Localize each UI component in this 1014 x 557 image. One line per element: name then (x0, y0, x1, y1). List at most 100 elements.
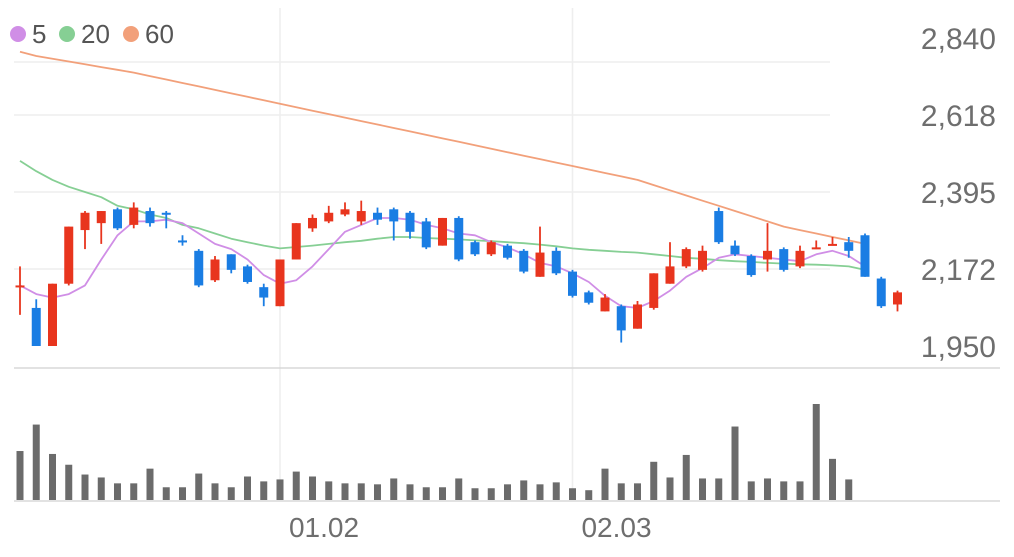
candle (714, 207, 724, 244)
candle (795, 245, 805, 269)
volume-bar (97, 477, 105, 500)
candle-body (616, 306, 626, 331)
candle-body (551, 250, 561, 274)
volume-bar (617, 483, 625, 500)
ma60-line (19, 50, 866, 245)
candle-body (828, 243, 837, 246)
candle-body (243, 266, 252, 282)
candle (178, 235, 187, 246)
candle (893, 290, 902, 312)
candle (373, 207, 382, 225)
candle (519, 249, 529, 274)
volume-bar (374, 484, 381, 500)
volume-bar (227, 487, 235, 500)
candle (649, 273, 659, 310)
volume-bar (764, 478, 771, 500)
candle (243, 264, 252, 284)
candle (844, 236, 854, 258)
candle (616, 304, 626, 343)
volume-bar (195, 473, 203, 500)
candle-body (129, 207, 139, 225)
candle (194, 249, 204, 288)
candle (470, 240, 480, 257)
candle-body (421, 221, 431, 248)
candle-body (291, 223, 301, 260)
candle (308, 214, 317, 232)
volume-bar (114, 483, 121, 500)
volume-bar (406, 484, 414, 500)
candle (324, 205, 334, 224)
candle (860, 233, 870, 277)
volume-bar (32, 424, 40, 500)
candle-body (844, 242, 854, 251)
candle (698, 245, 707, 272)
candle-body (568, 271, 577, 296)
candle (64, 226, 74, 286)
volume-bar (601, 468, 609, 500)
candle-body (275, 259, 285, 307)
volume-bar (211, 483, 219, 500)
candle (438, 217, 447, 246)
candle-body (308, 217, 317, 229)
candle (486, 240, 496, 257)
volume-bar (471, 488, 479, 500)
legend-item-ma60: 60 (123, 19, 174, 49)
candle-body (438, 217, 447, 246)
volume-bar (146, 468, 154, 500)
volume-bar (715, 478, 723, 500)
candle-body (893, 292, 902, 305)
volume-bar (812, 404, 820, 500)
volume-bar (552, 482, 560, 500)
candle (584, 290, 594, 305)
candle-body (31, 307, 41, 346)
candle-body (145, 211, 155, 224)
candle-body (698, 250, 707, 270)
volume-bar (455, 478, 463, 500)
candle (31, 299, 41, 346)
candle (503, 243, 512, 260)
candle-body (356, 211, 366, 222)
candlesticks (15, 200, 902, 346)
y-tick-label: 1,950 (921, 331, 996, 364)
candle-body (600, 297, 610, 312)
candle-body (876, 278, 886, 307)
volume-bar (569, 488, 576, 500)
candle-body (64, 226, 74, 284)
volume-bar (65, 464, 73, 500)
candle (356, 200, 366, 225)
candle-body (226, 254, 236, 270)
candle (551, 247, 561, 276)
volume-bar (520, 480, 528, 500)
candle-body (161, 212, 171, 215)
legend-item-ma20: 20 (59, 19, 110, 49)
candle-body (665, 266, 675, 284)
candle-body (210, 259, 220, 281)
candle (665, 242, 675, 284)
candle-body (178, 240, 187, 243)
legend-dot-icon (123, 26, 139, 42)
volume-bar (341, 483, 349, 500)
candle (811, 240, 821, 250)
volume-bar (49, 453, 56, 500)
candle (779, 247, 789, 272)
volume-bar (504, 484, 511, 500)
candle (828, 236, 837, 246)
candle (226, 254, 236, 274)
volume-bar (487, 488, 495, 500)
candle (291, 223, 301, 260)
volume-bar (829, 458, 836, 500)
volume-bar (162, 487, 170, 500)
volume-bar (845, 479, 853, 500)
candle (161, 211, 171, 229)
candle (633, 301, 642, 329)
candle-body (324, 212, 334, 222)
volume-bar (699, 478, 706, 500)
candle (746, 254, 756, 277)
volume-bar (16, 451, 24, 500)
candle-body (96, 211, 106, 224)
axis-labels: 2,840 2,618 2,395 2,172 1,950 01.02 02.03 (289, 23, 996, 543)
candle (681, 247, 691, 269)
volume-bar (536, 484, 544, 500)
volume-bar (179, 487, 186, 500)
candle-body (633, 304, 642, 329)
